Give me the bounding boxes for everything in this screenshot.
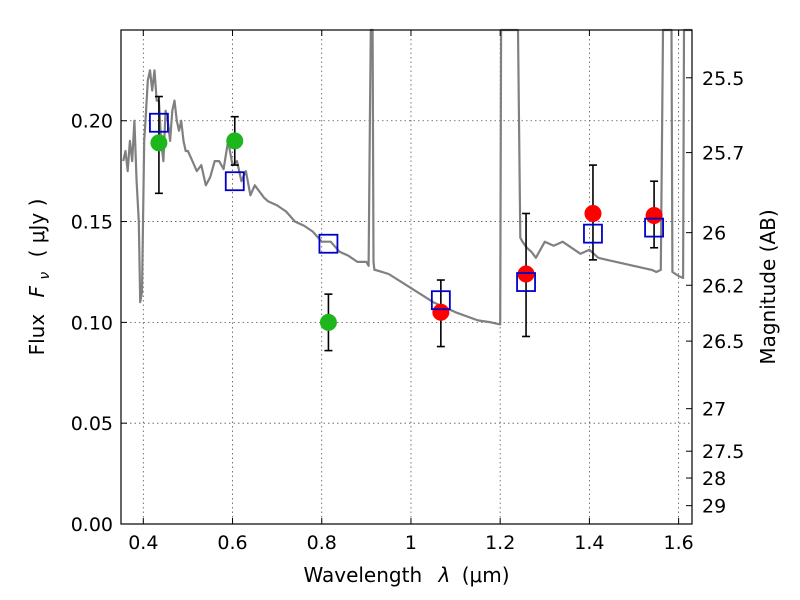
y-axis-label-sub: ν	[37, 272, 53, 280]
x-tick-label: 1.4	[574, 532, 604, 554]
grid	[121, 30, 692, 525]
y-tick-label: 0.15	[71, 212, 113, 234]
red-point	[432, 303, 450, 321]
y-tick-label: 0.05	[71, 413, 113, 435]
red-point	[517, 265, 535, 283]
blue-square	[224, 171, 245, 192]
red-point	[584, 204, 602, 222]
right-tick-label: 28	[702, 468, 726, 490]
green-point	[150, 134, 168, 152]
blue-square	[583, 223, 603, 244]
x-axis-label-main: Wavelength	[303, 563, 422, 587]
red-point	[645, 207, 663, 225]
right-tick-label: 27	[702, 399, 726, 421]
x-axis-label-var: λ	[438, 563, 451, 587]
x-tick-label: 1.2	[485, 532, 515, 554]
blue-square	[149, 112, 169, 133]
y-axis-label-unit: ( μJy )	[25, 199, 49, 258]
x-tick-label: 0.8	[307, 532, 337, 554]
y-tick-label: 0.10	[71, 312, 113, 334]
axis-ticks: 0.4 0.6 0.8 1 1.2 1.4 1.6 0.00 0.05 0.10 0.15 0.20 2…	[71, 30, 744, 554]
right-tick-label: 27.5	[702, 441, 744, 463]
right-tick-label: 25.7	[702, 143, 744, 165]
x-tick-label: 0.6	[217, 532, 247, 554]
right-tick-label: 26.2	[702, 275, 744, 297]
right-tick-label: 25.5	[702, 68, 744, 90]
x-axis-label-unit: (μm)	[462, 563, 510, 587]
right-tick-label: 26.5	[702, 331, 744, 353]
y-axis-label-main: Flux	[25, 314, 49, 356]
x-tick-label: 1.6	[664, 532, 694, 554]
green-point	[319, 313, 337, 331]
model-spectrum-line	[122, 28, 692, 326]
blue-square	[430, 290, 451, 311]
right-tick-label: 26	[702, 223, 726, 245]
blue-square	[644, 217, 664, 238]
x-tick-label: 0.4	[128, 532, 158, 554]
y-axis-label: Flux F ν ( μJy )	[25, 199, 54, 356]
blue-square	[318, 233, 339, 254]
y-tick-label: 0.00	[71, 514, 113, 536]
green-point	[226, 132, 244, 150]
y-axis-label-var: F	[25, 285, 49, 297]
right-axis-label: Magnitude (AB)	[756, 209, 780, 364]
x-tick-label: 1	[405, 532, 417, 554]
y-tick-label: 0.20	[71, 111, 113, 133]
data-points	[149, 112, 664, 331]
x-axis-label: Wavelength λ (μm)	[303, 563, 509, 587]
model-spectrum-layer	[122, 28, 692, 326]
right-tick-label: 29	[702, 496, 726, 518]
blue-square	[516, 272, 536, 292]
plot-frame	[120, 29, 693, 525]
